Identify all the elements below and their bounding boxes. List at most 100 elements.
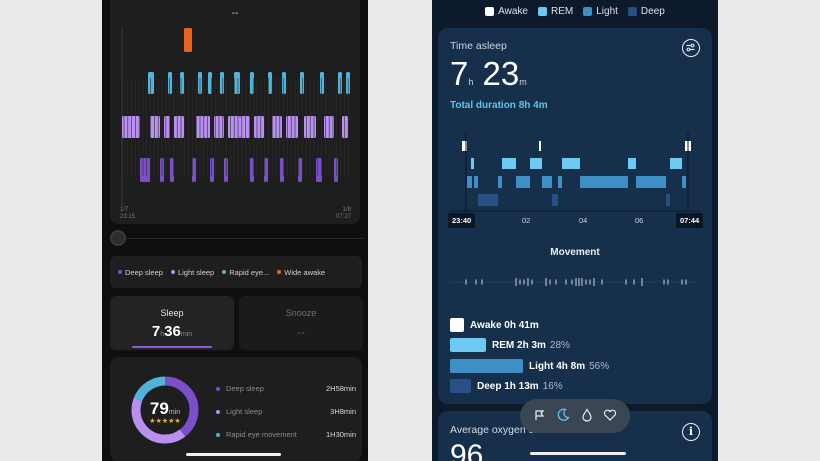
sleep-stage-segment — [268, 72, 272, 94]
oxygen-value: 96 — [450, 439, 484, 461]
hypnogram-segment — [516, 176, 530, 188]
axis-start-chip: 23:40 — [448, 213, 476, 228]
sliders-icon[interactable] — [682, 39, 700, 57]
light-dot-icon — [170, 270, 175, 274]
tab-snooze-label: Snooze — [285, 308, 317, 318]
hypnogram-segment — [498, 176, 502, 188]
axis-start-label: 1/7 23:15 — [120, 207, 136, 220]
legend-rem: Rapid eye... — [222, 268, 269, 277]
axis-end-label: 1/8 07:27 — [336, 207, 352, 220]
active-tab-indicator — [132, 346, 212, 348]
hypnogram-segment — [502, 158, 516, 169]
tab-sleep-label: Sleep — [160, 308, 184, 318]
sleep-stage-segment — [180, 72, 184, 94]
chart-header-value: -- — [231, 8, 239, 19]
info-icon[interactable]: i — [682, 423, 700, 441]
sleep-stage-segment — [320, 72, 324, 94]
right-phone-screen: Awake REM Light Deep Time asleep 7h 23m … — [432, 0, 718, 461]
hypnogram-segment — [467, 176, 472, 188]
hypnogram-segment — [682, 176, 686, 188]
timeline-track — [124, 238, 364, 239]
sleep-stage-segment — [282, 72, 286, 94]
sleep-score: 79min — [149, 399, 181, 418]
light-dot-icon — [216, 409, 220, 414]
deep-bar — [450, 379, 471, 393]
drop-icon[interactable] — [578, 407, 596, 425]
moon-icon[interactable] — [554, 408, 572, 425]
home-indicator[interactable] — [186, 453, 281, 456]
sleep-stage-segment — [316, 158, 322, 182]
star-rating: ★★★★★ — [149, 418, 181, 425]
sleep-stage-chart-card: -- 1/7 23:15 1/8 07:27 — [110, 0, 360, 224]
awake-bar — [450, 318, 464, 332]
awake-dot-icon — [277, 270, 282, 274]
hypnogram-segment — [636, 176, 666, 188]
axis-tick: 02 — [522, 216, 531, 225]
legend-awake: Awake — [485, 6, 528, 17]
hypnogram-segment — [462, 141, 467, 151]
time-asleep-value: 7h 23m — [450, 55, 527, 92]
sleep-stage-segment — [220, 72, 224, 94]
sleep-hypnogram[interactable] — [438, 28, 712, 308]
sleep-stage-chart[interactable] — [110, 0, 360, 224]
sleep-stage-segment — [264, 158, 268, 182]
sleep-stage-segment — [150, 116, 160, 138]
stat-deep: Deep 1h 13m 16% — [450, 379, 563, 393]
legend-deep: Deep — [627, 6, 665, 17]
tab-sleep[interactable]: Sleep 7h36min — [110, 296, 234, 350]
sleep-stage-segment — [210, 158, 214, 182]
hypnogram-segment — [542, 176, 552, 188]
hypnogram-segment — [471, 158, 474, 169]
activity-icon[interactable] — [531, 408, 549, 425]
sleep-stage-segment — [300, 72, 304, 94]
sleep-duration: 7h36min — [151, 323, 193, 340]
sleep-stage-segment — [254, 116, 264, 138]
legend-deep-sleep: Deep sleep — [118, 268, 163, 277]
sleep-stage-segment — [148, 72, 154, 94]
awake-swatch-icon — [485, 6, 495, 16]
sleep-stage-segment — [184, 28, 192, 52]
hypnogram-segment — [474, 176, 478, 188]
axis-end-chip: 07:44 — [676, 213, 704, 228]
sleep-stage-segment — [170, 158, 174, 182]
sleep-stage-segment — [234, 72, 240, 94]
deep-swatch-icon — [627, 6, 637, 16]
sleep-stage-segment — [280, 158, 284, 182]
sleep-stage-segment — [342, 116, 348, 138]
sleep-stage-segment — [174, 116, 184, 138]
sleep-summary-card: 79min ★★★★★ Deep sleep 2H58min Light slee… — [110, 357, 362, 461]
hypnogram-segment — [670, 158, 682, 169]
legend-wide-awake: Wide awake — [277, 268, 325, 277]
time-asleep-label: Time asleep — [450, 40, 507, 52]
sleep-stage-segment — [224, 158, 228, 182]
light-bar — [450, 359, 523, 373]
tab-snooze[interactable]: Snooze -- — [239, 296, 363, 350]
sleep-stage-segment — [338, 72, 342, 94]
hypnogram-segment — [530, 158, 542, 169]
hypnogram-segment — [666, 194, 670, 206]
stage-legend: Awake REM Light Deep — [432, 0, 718, 22]
sleep-score-donut — [131, 376, 199, 444]
sleep-stage-segment — [122, 116, 140, 138]
hypnogram-segment — [580, 176, 628, 188]
snooze-value: -- — [297, 325, 305, 339]
time-asleep-card: Time asleep 7h 23m Total duration 8h 4m … — [438, 28, 712, 404]
legend-light: Light — [583, 6, 618, 17]
sleep-stage-segment — [272, 116, 282, 138]
hypnogram-segment — [539, 141, 541, 151]
hypnogram-segment — [478, 194, 498, 206]
timeline-scrubber-handle[interactable] — [110, 230, 126, 246]
home-indicator[interactable] — [530, 452, 626, 455]
heart-icon[interactable] — [601, 408, 619, 425]
stat-light: Light 4h 8m 56% — [450, 359, 609, 373]
sleep-stage-segment — [204, 116, 210, 138]
legend-rem: REM — [538, 6, 573, 17]
bottom-nav — [520, 399, 630, 433]
deep-dot-icon — [118, 270, 122, 274]
hypnogram-segment — [552, 194, 558, 206]
stage-row-rem: Rapid eye movement 1H30min — [216, 430, 356, 439]
axis-tick: 04 — [579, 216, 588, 225]
hypnogram-segment — [562, 158, 580, 169]
axis-tick: 06 — [635, 216, 644, 225]
sleep-stage-segment — [240, 116, 250, 138]
